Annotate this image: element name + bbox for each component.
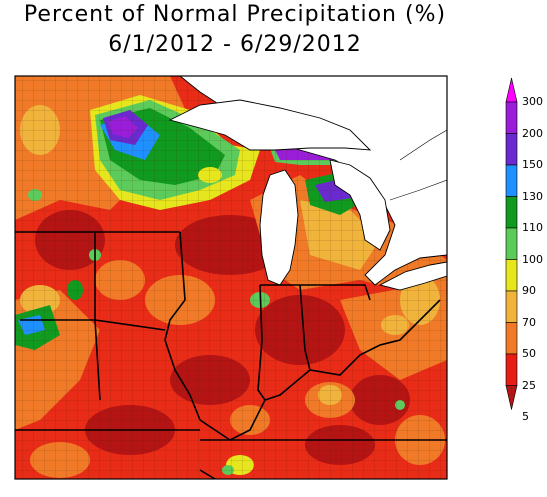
legend-swatch-110 bbox=[505, 196, 518, 229]
legend-swatch-100 bbox=[505, 227, 518, 260]
water-and-canada bbox=[168, 76, 447, 291]
legend-label-300: 300 bbox=[522, 95, 543, 108]
legend-swatch-150 bbox=[505, 133, 518, 166]
legend-label-5: 5 bbox=[522, 410, 529, 423]
legend-label-90: 90 bbox=[522, 284, 536, 297]
state-boundaries bbox=[15, 231, 447, 479]
legend-label-70: 70 bbox=[522, 315, 536, 329]
legend-swatch-25 bbox=[505, 353, 518, 386]
map-frame bbox=[14, 75, 448, 480]
legend-color-bar bbox=[505, 77, 518, 410]
legend-swatch-130 bbox=[505, 164, 518, 197]
legend-swatch-5 bbox=[505, 385, 518, 410]
map-date-range: 6/1/2012 - 6/29/2012 bbox=[108, 32, 362, 57]
legend-label-100: 100 bbox=[522, 252, 543, 266]
map-title: Percent of Normal Precipitation (%) bbox=[23, 2, 447, 27]
legend-swatch-50 bbox=[505, 322, 518, 355]
legend-label-110: 110 bbox=[522, 221, 543, 234]
canada-lines bbox=[389, 129, 447, 201]
legend-label-130: 130 bbox=[522, 189, 543, 203]
legend-label-150: 150 bbox=[522, 158, 543, 171]
legend-swatch-200 bbox=[505, 101, 518, 134]
legend-swatch-70 bbox=[505, 290, 518, 323]
legend-swatch-90 bbox=[505, 259, 518, 292]
legend-label-25: 25 bbox=[522, 378, 536, 392]
legend-swatch-300 bbox=[505, 77, 518, 103]
legend-label-50: 50 bbox=[522, 347, 536, 360]
legend-label-200: 200 bbox=[522, 126, 543, 140]
